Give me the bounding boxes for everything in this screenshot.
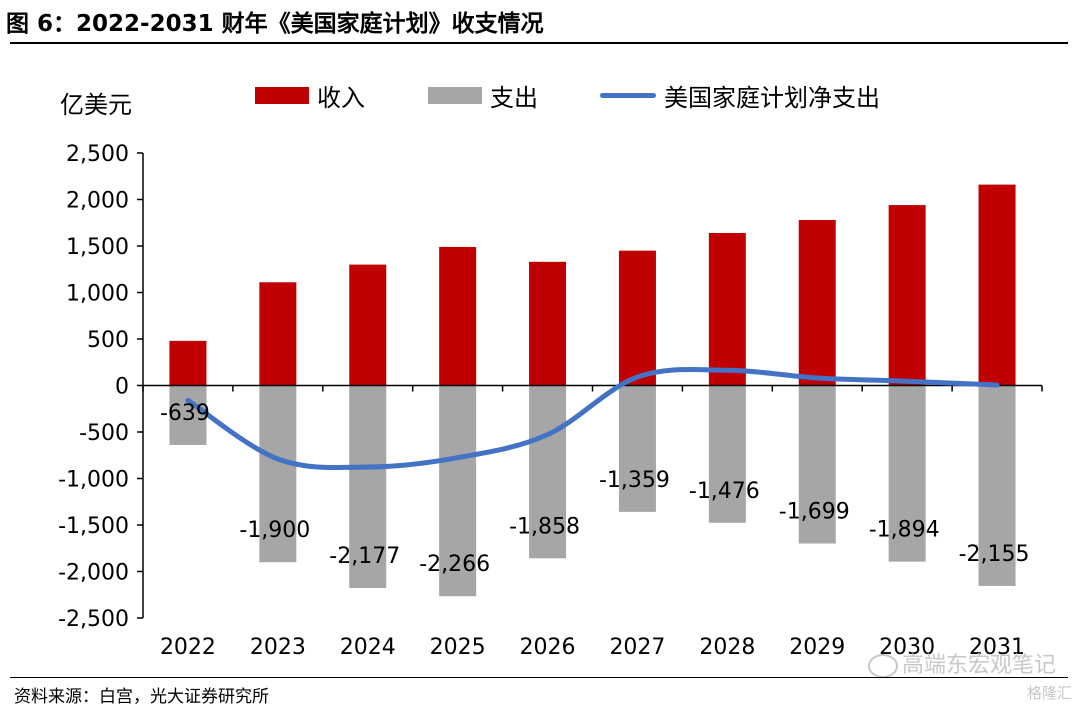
legend-net-label: 美国家庭计划净支出 <box>664 83 880 112</box>
expense-data-label: -1,894 <box>869 518 940 543</box>
income-bar <box>888 205 926 386</box>
legend-expense-label: 支出 <box>490 83 538 112</box>
y-tick-label: -500 <box>79 421 129 446</box>
expense-data-label: -2,155 <box>959 542 1030 567</box>
y-tick-label: 1,000 <box>66 282 129 307</box>
wechat-icon <box>867 654 898 678</box>
watermark-text: 高端东宏观笔记 <box>901 653 1056 678</box>
y-tick-label: 0 <box>115 375 129 400</box>
y-tick-label: 2,000 <box>66 189 129 214</box>
net-expenditure-line <box>185 366 1000 471</box>
x-tick-label: 2027 <box>609 635 665 660</box>
figure-title: 图 6：2022-2031 财年《美国家庭计划》收支情况 <box>6 11 544 37</box>
expense-data-label: -1,900 <box>239 518 310 543</box>
source-rule <box>10 677 1068 678</box>
legend-income-swatch <box>255 86 309 104</box>
expense-data-label: -2,177 <box>329 544 400 569</box>
expense-data-label: -1,699 <box>779 500 850 525</box>
income-bar <box>978 184 1016 386</box>
y-tick-label: -2,500 <box>58 607 129 632</box>
expense-bar <box>888 385 926 562</box>
expense-data-label: -639 <box>160 401 210 426</box>
x-tick-label: 2026 <box>520 635 576 660</box>
expense-data-label: -1,359 <box>599 468 670 493</box>
expense-bar <box>708 385 746 523</box>
expense-bar <box>349 385 387 588</box>
expense-bar <box>978 385 1016 586</box>
legend-net: 美国家庭计划净支出 <box>600 78 880 112</box>
x-tick-label: 2022 <box>160 635 216 660</box>
income-bar <box>439 246 477 386</box>
expense-bar <box>798 385 836 544</box>
income-bar <box>708 232 746 386</box>
x-tick-label: 2028 <box>699 635 755 660</box>
y-tick-label: 2,500 <box>66 142 129 167</box>
x-tick-label: 2031 <box>969 635 1025 660</box>
legend-income-label: 收入 <box>317 83 365 112</box>
legend-income: 收入 <box>255 78 365 112</box>
expense-bar <box>618 385 656 512</box>
income-bar <box>169 340 207 386</box>
income-bar <box>529 261 567 386</box>
y-tick-label: 1,500 <box>66 235 129 260</box>
income-bar <box>798 219 836 386</box>
expense-data-label: -1,476 <box>689 479 760 504</box>
x-tick-label: 2025 <box>430 635 486 660</box>
legend-expense-swatch <box>428 86 482 104</box>
y-tick-label: -1,500 <box>58 514 129 539</box>
y-tick-label: 500 <box>87 328 129 353</box>
y-tick-label: -1,000 <box>58 468 129 493</box>
legend-net-swatch <box>600 92 656 98</box>
title-rule <box>10 42 1068 44</box>
expense-bar <box>169 385 207 445</box>
x-tick-label: 2024 <box>340 635 396 660</box>
expense-data-label: -2,266 <box>419 552 490 577</box>
income-bar <box>618 250 656 386</box>
y-tick-label: -2,000 <box>58 561 129 586</box>
expense-bar <box>529 385 567 559</box>
x-tick-label: 2023 <box>250 635 306 660</box>
y-axis-unit-label: 亿美元 <box>60 91 132 119</box>
expense-bar <box>439 385 477 597</box>
expense-data-label: -1,858 <box>509 514 580 539</box>
watermark: 高端东宏观笔记 <box>867 647 1056 679</box>
source-note: 资料来源：白宫，光大证券研究所 <box>14 687 269 707</box>
income-bar <box>259 282 297 386</box>
legend-expense: 支出 <box>428 78 538 112</box>
x-tick-label: 2029 <box>789 635 845 660</box>
income-bar <box>349 264 387 386</box>
watermark-2: 格隆汇 <box>1026 684 1072 702</box>
expense-bar <box>259 385 297 563</box>
